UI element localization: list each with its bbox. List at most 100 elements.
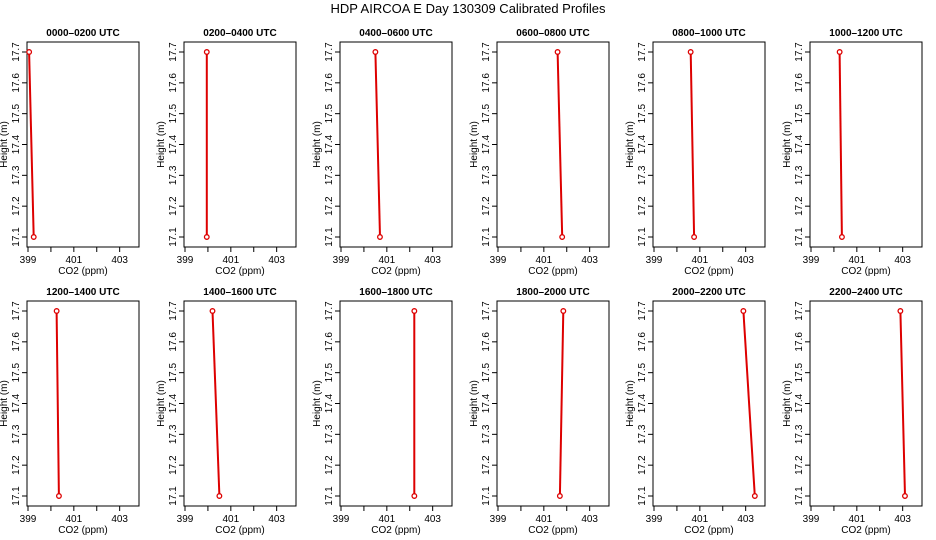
data-point [377, 234, 383, 240]
data-point [740, 308, 747, 314]
y-tick-label: 17.1 [637, 486, 648, 506]
data-point [554, 49, 561, 55]
plot-frame [339, 300, 453, 507]
data-point [203, 49, 210, 55]
panel-12: 2200–2400 UTC 399 401 403 CO2 (ppm) 17.1 17.2 1… [782, 287, 923, 536]
y-tick-label: 17.5 [324, 103, 335, 123]
data-point [53, 308, 60, 314]
panel-title: 1800–2000 UTC [516, 287, 589, 298]
panel-title: 1600–1800 UTC [359, 287, 432, 298]
y-tick-label: 17.4 [481, 393, 492, 413]
y-tick-label: 17.6 [637, 332, 648, 352]
y-axis-label: Height (m) [625, 380, 636, 427]
x-tick-label: 401 [378, 255, 395, 266]
panel-title: 1400–1600 UTC [203, 287, 276, 298]
x-tick-label: 399 [20, 255, 37, 266]
x-tick-label: 399 [490, 255, 507, 266]
data-point [411, 493, 418, 499]
x-tick-label: 401 [691, 255, 708, 266]
series-line [838, 51, 843, 238]
x-tick-label: 399 [177, 255, 194, 266]
y-tick-label: 17.7 [11, 301, 22, 321]
x-tick-label: 401 [535, 514, 552, 525]
x-axis-label: CO2 (ppm) [215, 525, 264, 536]
data-point [838, 234, 845, 240]
series-line [28, 51, 35, 238]
y-tick-label: 17.3 [481, 424, 492, 444]
y-tick-label: 17.4 [794, 134, 805, 154]
y-tick-label: 17.1 [794, 486, 805, 506]
panel-10: 1800–2000 UTC 399 401 403 CO2 (ppm) 17.1 17.2 1… [469, 287, 610, 536]
data-point [751, 493, 758, 499]
y-tick-label: 17.5 [481, 103, 492, 123]
y-tick-label: 17.7 [324, 301, 335, 321]
x-axis-label: CO2 (ppm) [528, 525, 577, 536]
y-tick-label: 17.1 [324, 227, 335, 247]
plot-frame [339, 41, 453, 248]
y-tick-label: 17.1 [794, 227, 805, 247]
y-tick-label: 17.4 [324, 393, 335, 413]
panel-7: 1200–1400 UTC 399 401 403 CO2 (ppm) 17.1 17.2 1… [0, 287, 140, 536]
data-point [560, 308, 567, 314]
series-line [558, 310, 565, 497]
x-tick-label: 399 [333, 255, 350, 266]
panel-title: 2200–2400 UTC [829, 287, 902, 298]
y-tick-label: 17.2 [324, 196, 335, 216]
data-point [30, 234, 37, 240]
y-tick-label: 17.7 [11, 42, 22, 62]
y-tick-label: 17.3 [794, 424, 805, 444]
x-axis-label: CO2 (ppm) [684, 525, 733, 536]
y-axis-label: Height (m) [312, 380, 323, 427]
data-point [556, 493, 563, 499]
x-axis-label: CO2 (ppm) [684, 266, 733, 277]
x-axis-label: CO2 (ppm) [371, 266, 420, 277]
y-tick-label: 17.2 [637, 196, 648, 216]
x-tick-label: 399 [177, 514, 194, 525]
y-axis-label: Height (m) [782, 121, 793, 168]
x-axis-label: CO2 (ppm) [215, 266, 264, 277]
data-point [55, 493, 62, 499]
y-tick-label: 17.1 [11, 486, 22, 506]
x-tick-label: 401 [222, 514, 239, 525]
y-tick-label: 17.7 [324, 42, 335, 62]
y-tick-label: 17.1 [324, 486, 335, 506]
x-tick-label: 403 [111, 255, 128, 266]
y-tick-label: 17.6 [637, 73, 648, 93]
plot-frame [496, 300, 610, 507]
y-tick-label: 17.7 [794, 301, 805, 321]
x-tick-label: 401 [535, 255, 552, 266]
panel-title: 0600–0800 UTC [516, 28, 589, 39]
data-point [902, 493, 908, 499]
data-point [209, 308, 216, 314]
y-tick-label: 17.2 [168, 196, 179, 216]
y-tick-label: 17.5 [637, 362, 648, 382]
x-axis-label: CO2 (ppm) [58, 525, 107, 536]
x-tick-label: 403 [268, 514, 285, 525]
page-title: HDP AIRCOA E Day 130309 Calibrated Profi… [330, 1, 606, 16]
y-tick-label: 17.3 [11, 424, 22, 444]
y-tick-label: 17.7 [168, 42, 179, 62]
plot-frame [26, 41, 140, 248]
y-axis-label: Height (m) [0, 121, 10, 168]
panel-title: 0200–0400 UTC [203, 28, 276, 39]
y-tick-label: 17.6 [11, 73, 22, 93]
x-tick-label: 403 [737, 514, 754, 525]
y-tick-label: 17.6 [481, 73, 492, 93]
y-tick-label: 17.3 [11, 165, 22, 185]
y-axis-label: Height (m) [469, 121, 480, 168]
panel-title: 1000–1200 UTC [829, 28, 902, 39]
y-axis-label: Height (m) [312, 121, 323, 168]
x-tick-label: 399 [646, 514, 663, 525]
y-tick-label: 17.4 [324, 134, 335, 154]
y-tick-label: 17.2 [324, 455, 335, 475]
y-tick-label: 17.5 [11, 103, 22, 123]
panel-11: 2000–2200 UTC 399 401 403 CO2 (ppm) 17.1 17.2 1… [625, 287, 766, 536]
panel-title: 0000–0200 UTC [46, 28, 119, 39]
data-point [372, 49, 379, 55]
y-tick-label: 17.7 [637, 301, 648, 321]
data-point [836, 49, 843, 55]
y-tick-label: 17.6 [324, 332, 335, 352]
y-tick-label: 17.5 [11, 362, 22, 382]
y-tick-label: 17.5 [794, 103, 805, 123]
